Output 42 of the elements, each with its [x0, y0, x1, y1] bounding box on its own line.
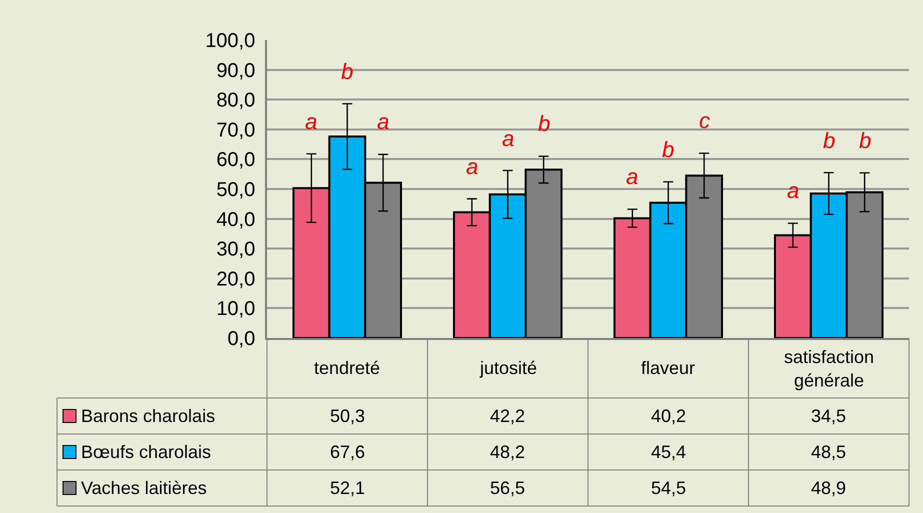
y-tick-label: 10,0 [216, 298, 256, 320]
annotation: b [538, 111, 550, 136]
data-label: 56,5 [490, 478, 526, 498]
y-tick-label: 90,0 [216, 60, 256, 82]
annotation: c [699, 108, 710, 133]
legend-label: Barons charolais [81, 406, 216, 426]
data-label: 48,2 [490, 442, 526, 462]
x-tick-label: flaveur [641, 358, 696, 378]
data-label: 48,5 [811, 442, 846, 462]
annotation: a [787, 178, 800, 203]
y-tick-label: 80,0 [216, 90, 256, 112]
data-label: 45,4 [651, 442, 686, 462]
data-label: 34,5 [811, 406, 846, 426]
y-tick-label: 20,0 [216, 268, 256, 290]
annotation: a [626, 164, 638, 189]
data-label: 52,1 [330, 478, 366, 498]
annotation: a [305, 109, 318, 134]
x-tick-label: tendreté [314, 358, 380, 378]
y-tick-label: 50,0 [216, 179, 256, 201]
annotation: a [466, 154, 478, 179]
y-tick-label: 100,0 [205, 30, 256, 52]
legend-label: Vaches laitières [81, 478, 207, 498]
data-label: 50,3 [330, 406, 366, 426]
data-label: 67,6 [330, 442, 366, 462]
x-tick-label: satisfaction générale [784, 347, 874, 390]
y-tick-label: 60,0 [216, 149, 256, 172]
data-label: 40,2 [651, 406, 686, 426]
legend-label: Bœufs charolais [81, 442, 212, 462]
annotation: b [859, 128, 872, 153]
data-label: 42,2 [490, 406, 526, 426]
y-tick-label: 30,0 [216, 238, 256, 261]
y-tick-label: 70,0 [216, 119, 256, 142]
data-label: 54,5 [651, 478, 686, 498]
annotation: b [823, 128, 836, 153]
annotation: a [502, 126, 514, 151]
y-tick-label: 0,0 [227, 328, 256, 350]
y-tick-label: 40,0 [216, 208, 256, 231]
annotation: a [377, 109, 390, 134]
x-tick-label: jutosité [479, 358, 538, 378]
data-label: 48,9 [811, 478, 846, 498]
annotation: b [341, 59, 354, 84]
annotation: b [662, 137, 674, 162]
